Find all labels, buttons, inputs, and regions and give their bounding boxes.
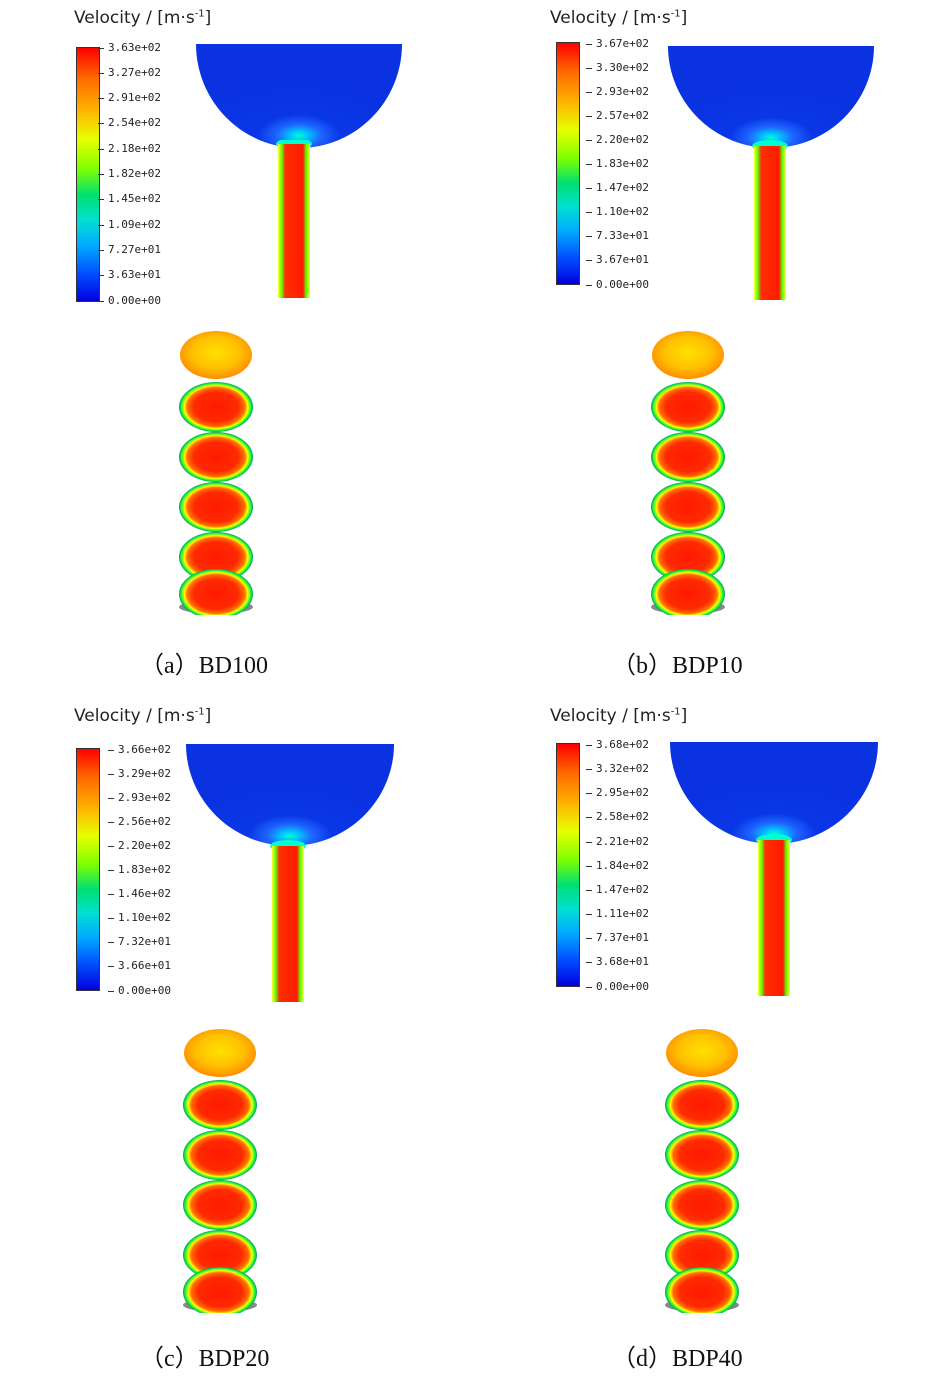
colorbar-title: Velocity / [m·s-1] (74, 8, 212, 28)
cross-section-stack (183, 1029, 257, 1313)
tick-label: 1.45e+02 (98, 192, 161, 205)
tick-label: 2.93e+02 (586, 85, 649, 98)
tick-label: 7.33e+01 (586, 229, 649, 242)
tick-label: 3.68e+01 (586, 955, 649, 968)
tick-label: 3.32e+02 (586, 762, 649, 775)
tick-label: 2.18e+02 (98, 142, 161, 155)
tick-label: 2.21e+02 (586, 835, 649, 848)
tick-label: 1.09e+02 (98, 218, 161, 231)
tick-label: 1.11e+02 (586, 907, 649, 920)
figure-caption: （c）BDP20 (140, 1346, 270, 1372)
jet-velocity-contour (752, 140, 788, 300)
tick-label: 3.27e+02 (98, 66, 161, 79)
tick-label: 1.83e+02 (108, 863, 171, 876)
tick-label: 2.56e+02 (108, 815, 171, 828)
cross-section-stack (651, 331, 725, 615)
cup-velocity-contour (186, 744, 394, 846)
tick-label: 2.20e+02 (586, 133, 649, 146)
tick-label: 1.47e+02 (586, 181, 649, 194)
tick-label: 1.83e+02 (586, 157, 649, 170)
jet-velocity-contour (276, 140, 312, 298)
tick-label: 3.29e+02 (108, 767, 171, 780)
tick-label: 3.67e+01 (586, 253, 649, 266)
cross-section-stack (179, 331, 253, 615)
cup-velocity-contour (196, 44, 402, 148)
colorbar-title: Velocity / [m·s-1] (550, 706, 688, 726)
tick-label: 1.10e+02 (108, 911, 171, 924)
colorbar (556, 42, 580, 285)
tick-label: 3.66e+02 (108, 743, 171, 756)
tick-label: 0.00e+00 (586, 278, 649, 291)
tick-label: 2.54e+02 (98, 116, 161, 129)
tick-label: 7.32e+01 (108, 935, 171, 948)
figure-caption: （b）BDP10 (612, 653, 743, 679)
tick-label: 3.68e+02 (586, 738, 649, 751)
tick-label: 2.57e+02 (586, 109, 649, 122)
jet-velocity-contour (270, 840, 306, 1002)
tick-label: 1.10e+02 (586, 205, 649, 218)
tick-label: 3.63e+02 (98, 41, 161, 54)
colorbar-title: Velocity / [m·s-1] (74, 706, 212, 726)
tick-label: 2.93e+02 (108, 791, 171, 804)
panel-a: Velocity / [m·s-1] 3.63e+02 3.27e+02 2.9… (0, 0, 472, 686)
tick-label: 3.63e+01 (98, 268, 161, 281)
panel-c: Velocity / [m·s-1] 3.66e+02 3.29e+02 2.9… (0, 698, 472, 1384)
figure-caption: （d）BDP40 (612, 1346, 743, 1372)
tick-label: 3.67e+02 (586, 37, 649, 50)
cross-section-stack (665, 1029, 739, 1313)
tick-label: 2.95e+02 (586, 786, 649, 799)
colorbar (76, 748, 100, 991)
tick-label: 0.00e+00 (108, 984, 171, 997)
tick-label: 7.27e+01 (98, 243, 161, 256)
tick-label: 1.46e+02 (108, 887, 171, 900)
figure-caption: （a）BD100 (140, 653, 268, 679)
tick-label: 2.58e+02 (586, 810, 649, 823)
tick-label: 2.20e+02 (108, 839, 171, 852)
colorbar (76, 47, 100, 302)
tick-label: 1.82e+02 (98, 167, 161, 180)
tick-label: 2.91e+02 (98, 91, 161, 104)
tick-label: 7.37e+01 (586, 931, 649, 944)
tick-label: 3.66e+01 (108, 959, 171, 972)
tick-label: 0.00e+00 (98, 294, 161, 307)
tick-label: 1.84e+02 (586, 859, 649, 872)
cup-velocity-contour (670, 742, 878, 844)
panel-b: Velocity / [m·s-1] 3.67e+02 3.30e+02 2.9… (472, 0, 944, 686)
tick-label: 3.30e+02 (586, 61, 649, 74)
cup-velocity-contour (668, 46, 874, 148)
colorbar (556, 743, 580, 987)
jet-velocity-contour (756, 834, 792, 996)
tick-label: 0.00e+00 (586, 980, 649, 993)
colorbar-title: Velocity / [m·s-1] (550, 8, 688, 28)
panel-d: Velocity / [m·s-1] 3.68e+02 3.32e+02 2.9… (472, 698, 944, 1384)
tick-label: 1.47e+02 (586, 883, 649, 896)
